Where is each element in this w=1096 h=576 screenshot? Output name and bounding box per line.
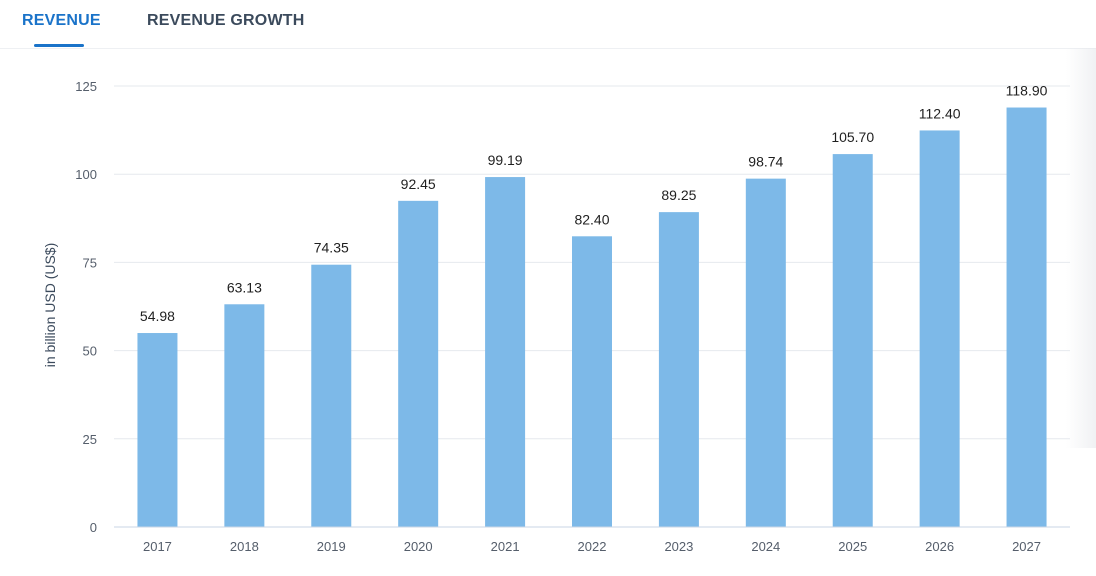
x-tick-label: 2022 — [578, 539, 607, 554]
data-label: 54.98 — [140, 308, 175, 324]
bar-2027[interactable] — [1006, 107, 1047, 527]
tab-revenue[interactable]: REVENUE — [22, 12, 101, 29]
x-axis-ticks: 2017 2018 2019 2020 2021 2022 2023 2024 2025 2026… — [143, 539, 1041, 554]
y-tick-label: 0 — [90, 520, 97, 535]
data-label: 99.19 — [488, 152, 523, 168]
active-tab-indicator — [34, 44, 84, 47]
x-tick-label: 2026 — [925, 539, 954, 554]
data-label: 118.90 — [1006, 83, 1048, 99]
tab-revenue-growth[interactable]: REVENUE GROWTH — [147, 12, 305, 29]
data-label: 89.25 — [661, 187, 696, 203]
data-label: 98.74 — [748, 154, 783, 170]
data-label: 74.35 — [314, 240, 349, 256]
bar-2021[interactable] — [485, 177, 526, 527]
y-tick-label: 50 — [83, 344, 97, 359]
bar-2017[interactable] — [137, 333, 178, 527]
bar-2026[interactable] — [919, 130, 960, 527]
data-label: 63.13 — [227, 279, 262, 295]
x-tick-label: 2024 — [751, 539, 780, 554]
bars — [137, 107, 1047, 528]
bar-2024[interactable] — [745, 178, 786, 528]
y-tick-label: 100 — [75, 167, 97, 182]
bar-2020[interactable] — [398, 200, 439, 527]
x-tick-label: 2020 — [404, 539, 433, 554]
data-label: 92.45 — [401, 176, 436, 192]
x-tick-label: 2021 — [491, 539, 520, 554]
x-tick-label: 2017 — [143, 539, 172, 554]
x-tick-label: 2027 — [1012, 539, 1041, 554]
y-axis-label: in billion USD (US$) — [42, 243, 58, 367]
bar-2022[interactable] — [572, 236, 612, 528]
bar-2018[interactable] — [224, 304, 265, 527]
x-tick-label: 2018 — [230, 539, 259, 554]
data-label: 82.40 — [574, 211, 609, 227]
y-tick-label: 75 — [83, 255, 97, 270]
bar-2025[interactable] — [832, 154, 873, 527]
tab-bar: REVENUE REVENUE GROWTH — [0, 0, 1096, 49]
bar-2019[interactable] — [311, 264, 352, 527]
x-tick-label: 2023 — [664, 539, 693, 554]
y-tick-label: 125 — [75, 79, 97, 94]
data-label: 112.40 — [919, 105, 961, 121]
x-tick-label: 2019 — [317, 539, 346, 554]
data-labels: 54.98 63.13 74.35 92.45 99.19 82.40 89.25 98.74… — [140, 83, 1048, 325]
bar-2023[interactable] — [658, 212, 699, 527]
y-tick-label: 25 — [83, 432, 97, 447]
x-tick-label: 2025 — [838, 539, 867, 554]
data-label: 105.70 — [831, 129, 874, 145]
scroll-shadow — [1066, 48, 1096, 448]
y-axis-ticks: 0 25 50 75 100 125 — [75, 79, 97, 535]
